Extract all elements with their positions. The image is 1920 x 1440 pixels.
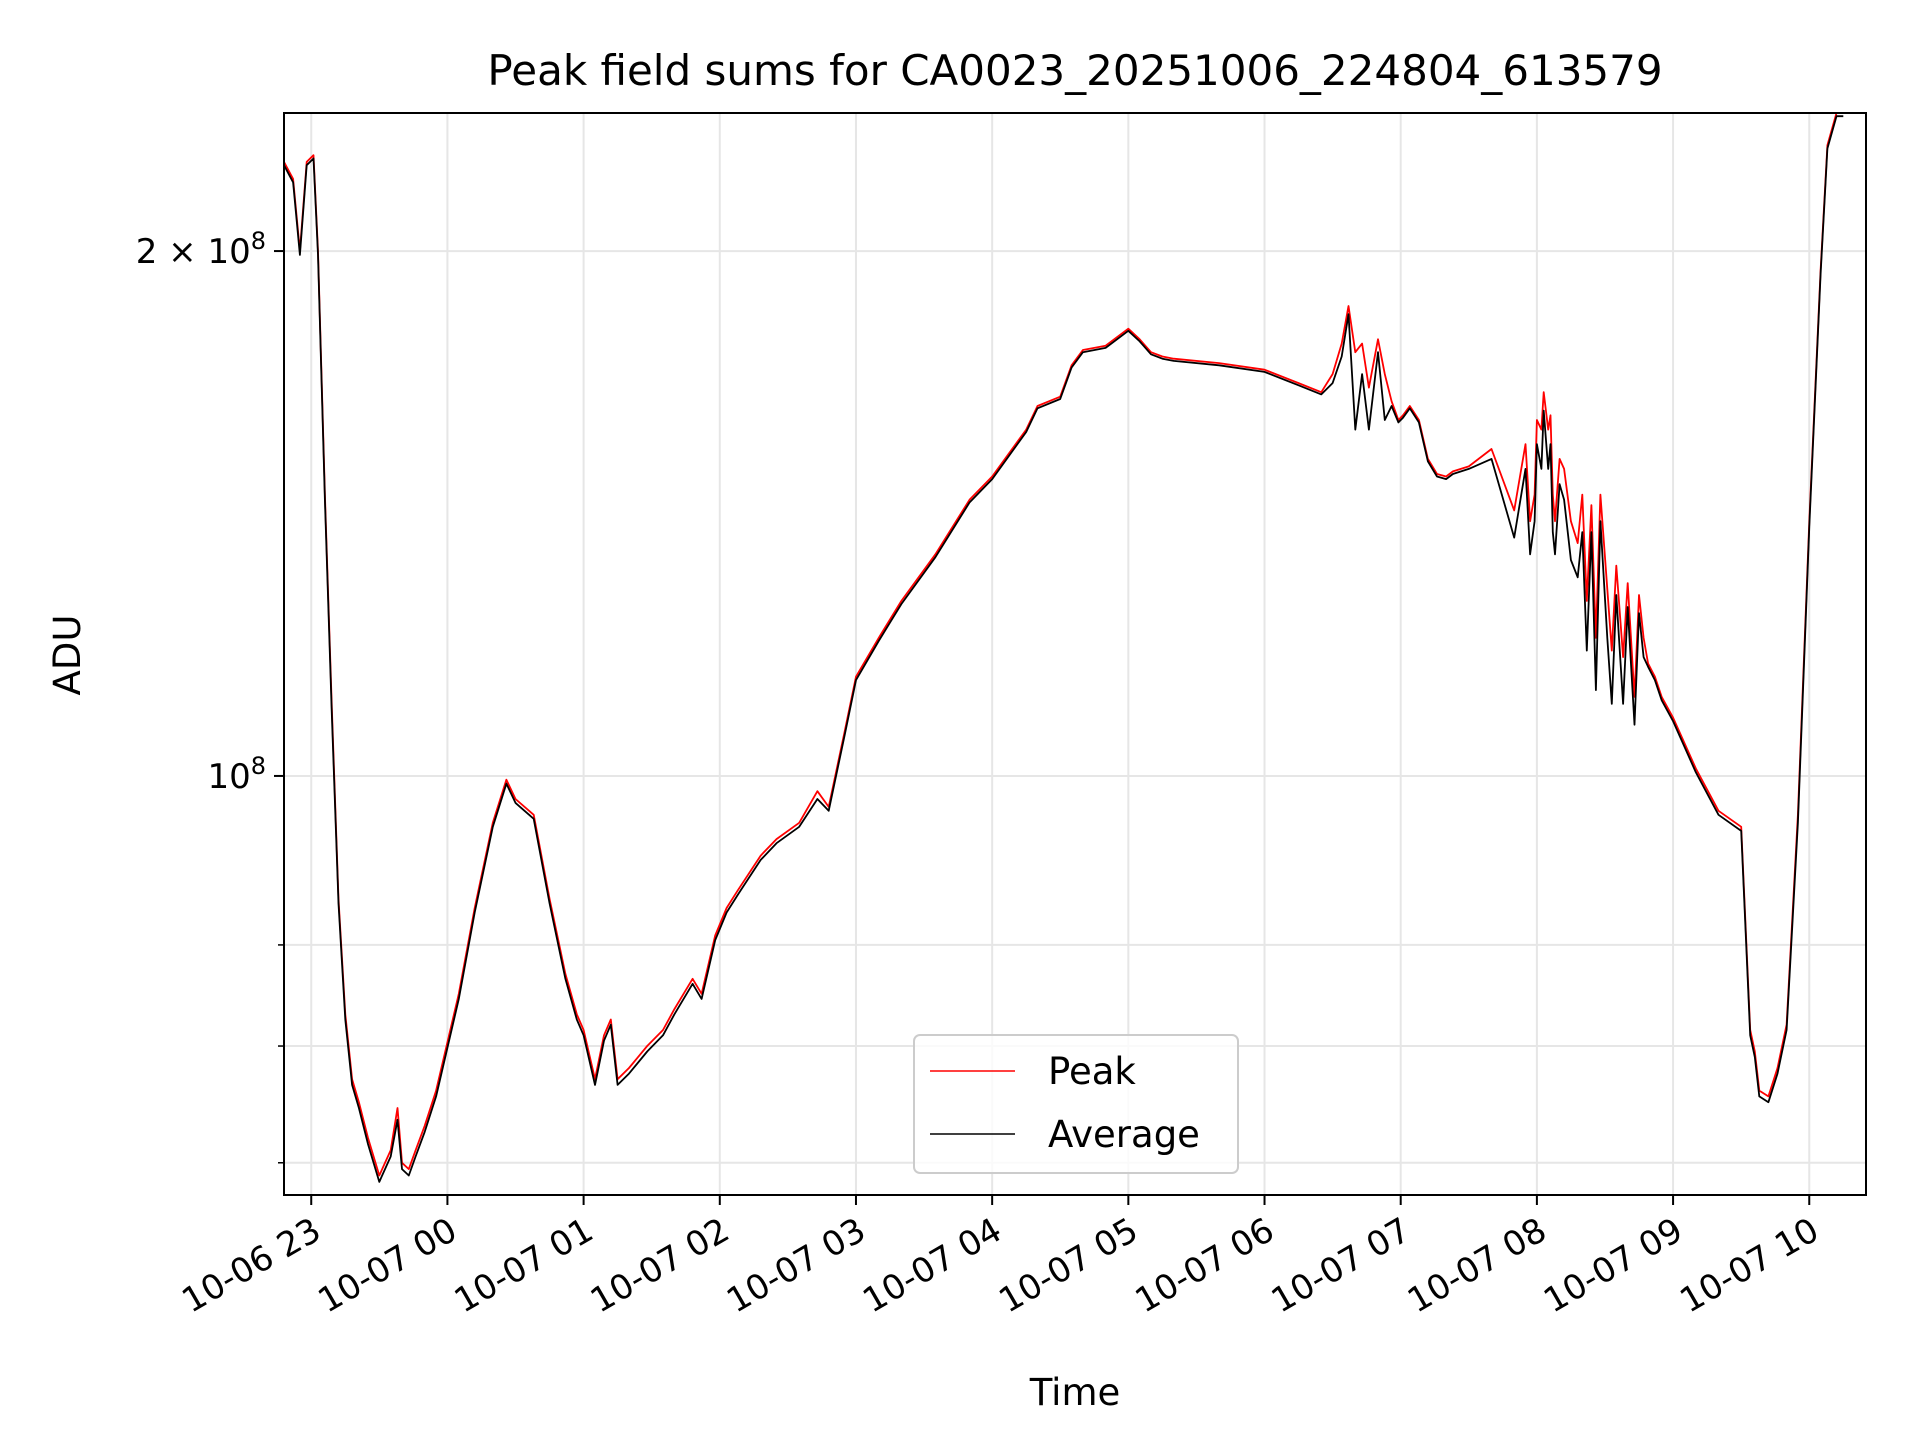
legend-label-average: Average	[1048, 1113, 1200, 1156]
legend: Peak Average	[914, 1035, 1238, 1173]
x-axis-label: Time	[1029, 1371, 1121, 1414]
legend-label-peak: Peak	[1048, 1050, 1136, 1093]
y-axis-label: ADU	[46, 615, 89, 696]
y-tick-label: 2 × 108	[136, 227, 266, 272]
chart-title: Peak field sums for CA0023_20251006_2248…	[487, 46, 1662, 95]
